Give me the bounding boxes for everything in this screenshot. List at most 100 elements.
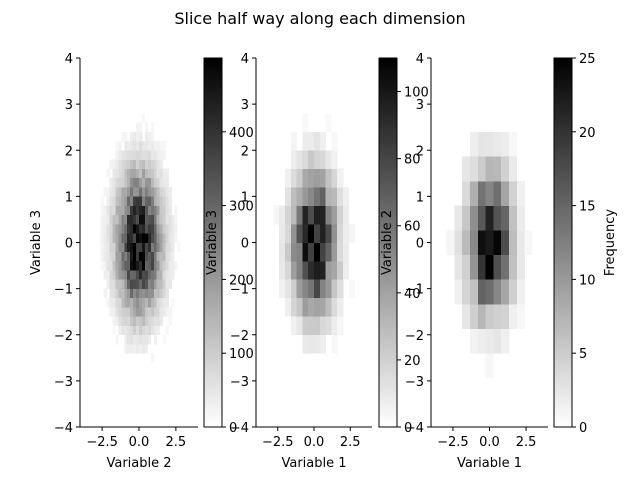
heatmap-cell (485, 131, 494, 157)
heatmap-cell (153, 150, 157, 160)
heatmap-cell (159, 307, 163, 317)
heatmap-cell (302, 242, 309, 262)
heatmap-cell (308, 242, 315, 262)
heatmap-cell (130, 316, 134, 326)
heatmap-cell (130, 242, 134, 253)
heatmap-cell (290, 150, 297, 169)
heatmap-cells (100, 113, 181, 363)
heatmap-cell (115, 270, 119, 280)
heatmap-cell (121, 168, 125, 179)
heatmap-cell (331, 224, 338, 243)
heatmap-cell (121, 307, 125, 317)
heatmap-cell (118, 168, 122, 179)
heatmap-cell (139, 177, 143, 188)
heatmap-cell (319, 279, 326, 299)
heatmap-cell (100, 242, 104, 253)
heatmap-cell (290, 279, 297, 299)
colorbar-tick-label: 100 (229, 347, 254, 362)
heatmap-cell (103, 260, 107, 271)
heatmap-cell (106, 224, 110, 234)
heatmap-cell (136, 279, 140, 289)
heatmap-cell (144, 122, 149, 133)
heatmap-cell (144, 150, 149, 160)
heatmap-cell (168, 316, 172, 326)
heatmap-cell (147, 224, 152, 234)
heatmap-cell (127, 297, 131, 308)
heatmap-cell (159, 168, 163, 179)
colorbar-tick-label: 60 (404, 220, 421, 235)
colorbar (378, 57, 398, 428)
heatmap-cell (509, 254, 518, 280)
heatmap-cell (156, 307, 160, 317)
heatmap-cell (153, 297, 157, 308)
heatmap-cell (337, 224, 344, 243)
heatmap-cell (302, 205, 309, 225)
heatmap-cell (124, 334, 128, 345)
colorbar-tick-label: 100 (404, 86, 429, 101)
heatmap-cell (290, 168, 297, 188)
heatmap-cell (296, 279, 303, 299)
heatmap-cell (308, 224, 315, 243)
heatmap-cell (147, 307, 152, 317)
heatmap-cell (130, 196, 134, 206)
heatmap-cell (112, 233, 116, 243)
heatmap-cell (115, 307, 119, 317)
heatmap-cell (156, 224, 160, 234)
heatmap-cell (485, 304, 494, 329)
heatmap-cell (136, 159, 140, 169)
colorbar (203, 57, 223, 428)
heatmap-cell (150, 279, 155, 289)
heatmap-cell (121, 131, 125, 142)
heatmap-cell (485, 279, 494, 305)
colorbar-tick-label: 10 (579, 273, 596, 288)
heatmap-cell (118, 307, 122, 317)
heatmap-cell (109, 205, 113, 216)
heatmap-cell (103, 242, 107, 253)
y-tick-label: 1 (241, 190, 249, 205)
colorbar-tick-label: 25 (579, 52, 596, 67)
heatmap-cell (112, 325, 116, 336)
heatmap-cell (314, 279, 321, 299)
heatmap-cell (124, 325, 128, 336)
heatmap-cell (509, 205, 518, 231)
heatmap-cell (493, 304, 502, 329)
heatmap-cell (144, 131, 149, 142)
heatmap-cell (121, 325, 125, 336)
heatmap-cell (337, 279, 344, 299)
y-tick-label: 4 (241, 52, 249, 67)
heatmap-cell (509, 279, 518, 305)
y-tick-label: −4 (54, 421, 73, 436)
heatmap-cell (124, 150, 128, 160)
y-tick-label: 3 (241, 98, 249, 113)
heatmap-cell (139, 168, 143, 179)
heatmap-cell (319, 334, 326, 354)
heatmap-cell (144, 233, 149, 243)
heatmap-cell (331, 205, 338, 225)
heatmap-cell (136, 187, 140, 197)
heatmap-cell (139, 297, 143, 308)
colorbar-tick-label: 15 (579, 200, 596, 215)
heatmap-cell (302, 260, 309, 280)
heatmap-cell (124, 177, 128, 188)
heatmap-cell (100, 260, 104, 271)
heatmap-cell (156, 297, 160, 308)
heatmap-cell (106, 187, 110, 197)
heatmap-cell (493, 254, 502, 280)
heatmap-cell (115, 168, 119, 179)
heatmap-cell (516, 304, 525, 329)
heatmap-cell (115, 288, 119, 299)
chart-panel-3: −2.5 0.0 2.5 −4 −3 −2 −1 0 1 2 3 4 Variable 1 Variabl… (380, 52, 618, 471)
heatmap-cell (156, 141, 160, 151)
heatmap-cell (147, 279, 152, 289)
heatmap-cell (462, 181, 471, 206)
heatmap-cell (118, 187, 122, 197)
heatmap-cell (127, 316, 131, 326)
heatmap-cell (159, 251, 163, 262)
heatmap-cell (118, 141, 122, 151)
heatmap-cell (454, 279, 463, 305)
heatmap-cell (109, 214, 113, 225)
heatmap-cell (337, 316, 344, 336)
heatmap-cell (509, 131, 518, 157)
colorbar-tick-label: 0 (229, 421, 237, 436)
heatmap-cell (165, 242, 169, 253)
